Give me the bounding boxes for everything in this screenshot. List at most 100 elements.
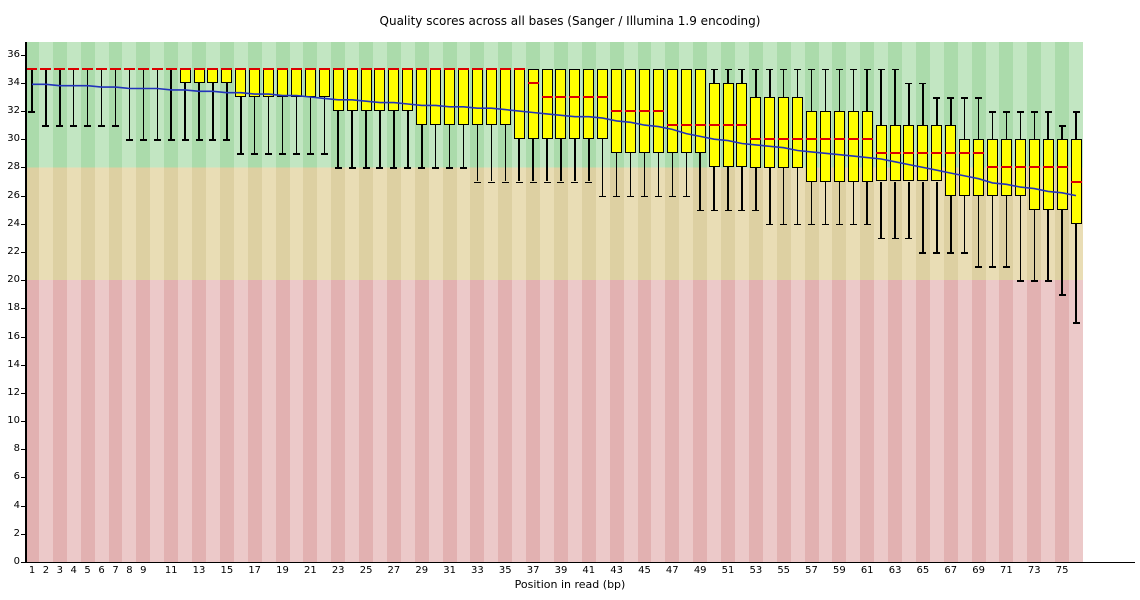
lower-whisker-line [365, 111, 367, 168]
bg-stripe [554, 42, 569, 562]
x-tick-label: 21 [304, 565, 317, 576]
lower-whisker-cap [195, 139, 203, 141]
upper-whisker-line [727, 68, 729, 83]
upper-whisker-cap [905, 82, 913, 85]
lower-whisker-cap [1058, 294, 1066, 296]
x-axis-line [25, 561, 1135, 563]
median-line [402, 67, 414, 70]
lower-whisker-line [866, 181, 868, 224]
bg-stripe [414, 42, 430, 562]
y-tick [21, 562, 25, 563]
quartile-box [1042, 139, 1054, 210]
x-tick-label: 5 [84, 565, 91, 576]
lower-whisker-line [421, 125, 423, 168]
quartile-box [806, 111, 818, 182]
y-tick [21, 308, 25, 310]
x-axis-title: Position in read (bp) [514, 578, 626, 591]
upper-whisker-line [755, 68, 757, 97]
lower-whisker-cap [863, 223, 871, 226]
median-line [903, 152, 915, 155]
lower-whisker-line [880, 181, 882, 238]
lower-whisker-cap [1072, 322, 1080, 324]
quartile-box [819, 111, 831, 182]
bg-stripe [261, 42, 277, 562]
median-line [151, 67, 163, 70]
median-line [527, 81, 539, 84]
lower-whisker-cap [1016, 280, 1024, 282]
bg-stripe [762, 42, 778, 562]
y-tick [21, 223, 25, 225]
lower-whisker-line [574, 139, 576, 182]
y-tick-label: 26 [7, 189, 20, 201]
lower-whisker-cap [710, 209, 718, 212]
lower-whisker-line [699, 153, 701, 210]
lower-whisker-cap [42, 125, 50, 127]
x-tick-label: 45 [638, 565, 651, 576]
lower-whisker-line [796, 167, 799, 224]
median-line [945, 152, 957, 155]
median-line [96, 67, 108, 70]
median-line [750, 138, 762, 141]
lower-whisker-line [267, 97, 270, 154]
x-tick-label: 31 [443, 565, 456, 576]
upper-whisker-line [810, 68, 813, 112]
lower-whisker-cap [446, 167, 454, 169]
lower-whisker-line [198, 82, 200, 140]
lower-whisker-cap [752, 209, 760, 212]
median-line [555, 96, 567, 98]
upper-whisker-cap [891, 68, 899, 71]
lower-whisker-cap [877, 237, 885, 240]
y-tick-label: 28 [7, 161, 20, 173]
lower-whisker-cap [933, 252, 941, 254]
quartile-box [1028, 139, 1040, 210]
lower-whisker-cap [251, 153, 259, 155]
upper-whisker-line [936, 97, 938, 126]
bg-stripe [498, 42, 513, 562]
x-tick-label: 23 [331, 565, 345, 576]
lower-whisker-line [657, 153, 660, 196]
lower-whisker-cap [738, 209, 746, 212]
median-line [68, 67, 80, 70]
upper-whisker-line [894, 68, 896, 126]
bg-stripe [707, 42, 722, 562]
median-line [1042, 166, 1054, 169]
median-line [583, 96, 595, 98]
median-line [833, 138, 845, 141]
upper-whisker-cap [989, 111, 996, 113]
median-line [458, 67, 469, 70]
lower-whisker-line [727, 167, 729, 210]
lower-whisker-line [59, 68, 61, 126]
x-tick-label: 61 [860, 565, 874, 576]
lower-whisker-line [977, 195, 980, 267]
lower-whisker-cap [961, 252, 969, 254]
median-line [235, 67, 247, 70]
lower-whisker-cap [306, 153, 314, 155]
median-line [499, 67, 511, 70]
lower-whisker-line [393, 111, 395, 168]
bg-stripe [776, 42, 792, 562]
upper-whisker-cap [780, 68, 788, 71]
bg-stripe [609, 42, 625, 562]
y-tick [21, 533, 25, 535]
y-tick-label: 4 [13, 499, 20, 511]
y-tick-label: 22 [7, 246, 20, 257]
lower-whisker-cap [111, 125, 119, 127]
bg-stripe [122, 42, 137, 562]
median-line [1056, 166, 1068, 169]
upper-whisker-cap [947, 97, 955, 99]
bg-stripe [331, 42, 346, 562]
upper-whisker-line [880, 68, 882, 126]
median-line [792, 138, 804, 141]
lower-whisker-line [337, 111, 339, 168]
lower-whisker-cap [292, 153, 300, 155]
lower-whisker-cap [682, 195, 690, 198]
bg-stripe [567, 42, 583, 562]
lower-whisker-cap [460, 167, 467, 169]
upper-whisker-line [1061, 125, 1063, 140]
median-line [388, 67, 400, 70]
bg-stripe [456, 42, 471, 562]
lower-whisker-line [448, 125, 451, 168]
lower-whisker-line [991, 195, 994, 267]
bg-stripe [247, 42, 263, 562]
upper-whisker-cap [849, 68, 857, 71]
